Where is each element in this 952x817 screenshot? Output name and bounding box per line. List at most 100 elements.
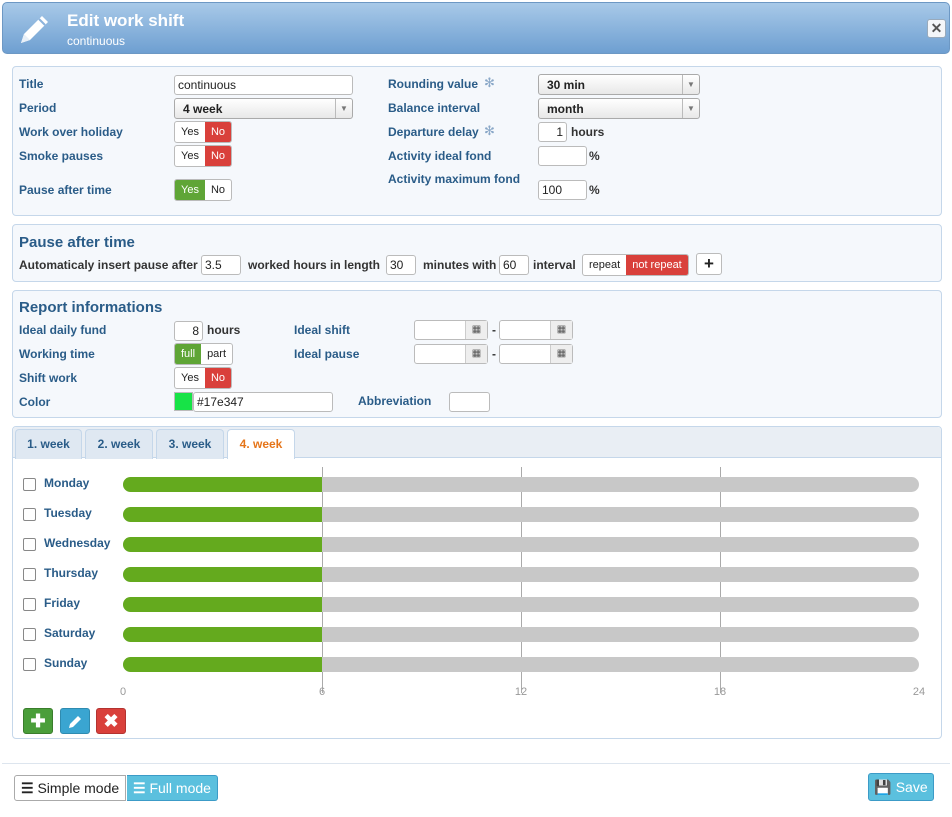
shift-segment[interactable] — [123, 627, 322, 642]
shift-work-toggle[interactable]: Yes No — [174, 367, 233, 389]
max-fond-input[interactable]: 100 — [538, 180, 587, 200]
rounding-select[interactable]: 30 min ▼ — [538, 74, 700, 95]
calendar-icon[interactable]: ▦ — [550, 345, 572, 363]
balance-select[interactable]: month ▼ — [538, 98, 700, 119]
ideal-fond-input[interactable] — [538, 146, 587, 166]
tab-week-2[interactable]: 2. week — [85, 429, 153, 459]
footer-divider — [2, 763, 950, 764]
ideal-pause-to[interactable]: ▦ — [499, 344, 573, 364]
working-time-toggle[interactable]: full part — [174, 343, 234, 365]
day-checkbox[interactable] — [23, 538, 36, 551]
pause-after-toggle[interactable]: Yes No — [174, 179, 233, 201]
shift-segment[interactable] — [123, 537, 322, 552]
day-timeline-bar[interactable] — [123, 657, 919, 672]
list-icon: ☰ — [133, 780, 146, 796]
shift-segment[interactable] — [123, 507, 322, 522]
day-timeline-bar[interactable] — [123, 477, 919, 492]
pause-length-input[interactable]: 30 — [386, 255, 416, 275]
color-input[interactable]: #17e347 — [193, 392, 333, 412]
day-checkbox[interactable] — [23, 568, 36, 581]
working-time-part[interactable]: part — [207, 348, 227, 360]
day-timeline-bar[interactable] — [123, 627, 919, 642]
add-button[interactable]: ✚ — [23, 708, 53, 734]
day-label: Saturday — [44, 626, 96, 640]
tab-bar: 1. week 2. week 3. week 4. week — [13, 427, 941, 459]
period-select[interactable]: 4 week ▼ — [174, 98, 353, 119]
pause-interval-input[interactable]: 60 — [499, 255, 529, 275]
pause-after-hours-input[interactable]: 3.5 — [201, 255, 241, 275]
repeat-option[interactable]: repeat — [589, 259, 621, 271]
departure-input[interactable]: 1 — [538, 122, 567, 142]
tab-week-1[interactable]: 1. week — [15, 429, 82, 459]
shift-work-yes[interactable]: Yes — [181, 372, 199, 384]
working-time-full[interactable]: full — [175, 344, 202, 364]
calendar-icon[interactable]: ▦ — [465, 345, 487, 363]
close-button[interactable]: ✕ — [927, 19, 946, 38]
chevron-down-icon: ▼ — [682, 99, 699, 118]
shift-segment[interactable] — [123, 657, 322, 672]
day-timeline-bar[interactable] — [123, 507, 919, 522]
day-checkbox[interactable] — [23, 658, 36, 671]
day-label: Sunday — [44, 656, 88, 670]
percent-sign: % — [589, 149, 600, 163]
axis-tick-label: 12 — [514, 686, 528, 698]
color-swatch[interactable] — [174, 392, 193, 411]
smoke-label: Smoke pauses — [19, 149, 104, 163]
pause-after-no[interactable]: No — [210, 184, 226, 196]
day-timeline-bar[interactable] — [123, 597, 919, 612]
shift-work-no[interactable]: No — [204, 368, 232, 388]
day-label: Thursday — [44, 566, 99, 580]
dialog-subtitle: continuous — [67, 34, 126, 48]
ideal-fond-label: Activity ideal fond — [388, 149, 492, 163]
ideal-shift-from[interactable]: ▦ — [414, 320, 488, 340]
calendar-icon[interactable]: ▦ — [465, 321, 487, 339]
day-timeline-bar[interactable] — [123, 537, 919, 552]
pause-text-4: interval — [533, 258, 576, 272]
simple-mode-button[interactable]: ☰ Simple mode — [14, 775, 127, 801]
ideal-shift-to[interactable]: ▦ — [499, 320, 573, 340]
abbreviation-input[interactable] — [449, 392, 490, 412]
day-checkbox[interactable] — [23, 478, 36, 491]
shift-segment[interactable] — [123, 477, 322, 492]
smoke-yes[interactable]: Yes — [181, 150, 199, 162]
info-icon: ✻ — [484, 123, 495, 138]
shift-segment[interactable] — [123, 597, 322, 612]
dash: - — [492, 347, 496, 361]
day-checkbox[interactable] — [23, 628, 36, 641]
shift-segment[interactable] — [123, 567, 322, 582]
smoke-toggle[interactable]: Yes No — [174, 145, 233, 167]
day-checkbox[interactable] — [23, 508, 36, 521]
delete-button[interactable]: ✖ — [96, 708, 126, 734]
holiday-toggle[interactable]: Yes No — [174, 121, 233, 143]
save-button[interactable]: 💾 Save — [868, 773, 934, 801]
title-input[interactable]: continuous — [174, 75, 353, 95]
repeat-toggle[interactable]: repeat not repeat — [582, 254, 689, 276]
ideal-shift-label: Ideal shift — [294, 323, 351, 337]
dash: - — [492, 323, 496, 337]
daily-fund-input[interactable]: 8 — [174, 321, 203, 341]
axis-tick-label: 18 — [713, 686, 727, 698]
dialog-header: Edit work shift continuous ✕ — [2, 2, 950, 54]
day-checkbox[interactable] — [23, 598, 36, 611]
info-icon: ✻ — [484, 75, 495, 90]
pause-after-yes[interactable]: Yes — [175, 180, 205, 200]
daily-fund-label: Ideal daily fund — [19, 323, 107, 337]
week-tabs-panel: 1. week 2. week 3. week 4. week 0 6 12 18 24… — [12, 426, 942, 739]
not-repeat-option[interactable]: not repeat — [626, 255, 688, 275]
full-mode-button[interactable]: ☰ Full mode — [127, 775, 218, 801]
holiday-no[interactable]: No — [204, 122, 232, 142]
max-fond-label: Activity maximum fond — [388, 172, 521, 186]
calendar-icon[interactable]: ▦ — [550, 321, 572, 339]
day-label: Wednesday — [44, 536, 111, 550]
abbreviation-label: Abbreviation — [358, 394, 432, 408]
day-timeline-bar[interactable] — [123, 567, 919, 582]
holiday-yes[interactable]: Yes — [181, 126, 199, 138]
tab-week-4[interactable]: 4. week — [227, 429, 295, 459]
edit-button[interactable] — [60, 708, 90, 734]
pause-text-3: minutes with — [423, 258, 497, 272]
daily-fund-unit: hours — [207, 323, 241, 337]
tab-week-3[interactable]: 3. week — [156, 429, 224, 459]
smoke-no[interactable]: No — [204, 146, 232, 166]
add-pause-button[interactable]: + — [696, 253, 722, 275]
ideal-pause-from[interactable]: ▦ — [414, 344, 488, 364]
